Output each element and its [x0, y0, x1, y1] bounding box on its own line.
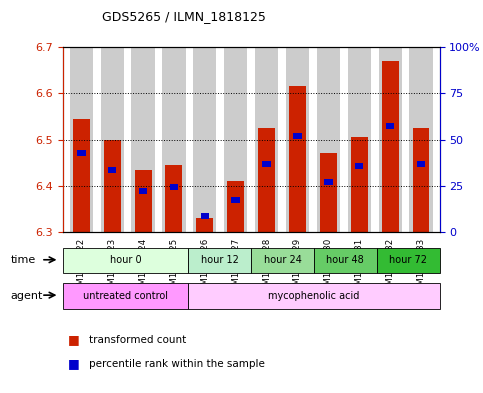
Bar	[412, 128, 429, 232]
Bar	[324, 179, 333, 185]
Bar	[63, 283, 188, 309]
Bar	[224, 47, 247, 232]
Text: ■: ■	[68, 357, 79, 370]
Bar	[320, 153, 337, 232]
Bar	[386, 123, 394, 129]
Bar	[73, 119, 90, 232]
Bar	[162, 47, 185, 232]
Bar	[131, 47, 155, 232]
Bar	[351, 137, 368, 232]
Bar	[104, 140, 121, 232]
Bar	[289, 86, 306, 232]
Bar	[63, 248, 188, 273]
Bar	[410, 47, 433, 232]
Bar	[200, 213, 209, 219]
Text: hour 72: hour 72	[389, 255, 427, 265]
Bar	[108, 167, 116, 173]
Text: mycophenolic acid: mycophenolic acid	[268, 291, 360, 301]
Bar	[170, 184, 178, 189]
Bar	[135, 169, 152, 232]
Bar	[382, 61, 398, 232]
Text: agent: agent	[11, 290, 43, 301]
Bar	[417, 160, 425, 167]
Bar	[70, 47, 93, 232]
Bar	[166, 165, 183, 232]
Bar	[314, 248, 377, 273]
Bar	[258, 128, 275, 232]
Bar	[293, 133, 302, 139]
Bar	[231, 196, 240, 202]
Text: time: time	[11, 255, 36, 265]
Text: GDS5265 / ILMN_1818125: GDS5265 / ILMN_1818125	[101, 10, 266, 23]
Bar	[197, 218, 213, 232]
Bar	[227, 181, 244, 232]
Text: hour 24: hour 24	[264, 255, 301, 265]
Text: untreated control: untreated control	[83, 291, 168, 301]
Bar	[188, 248, 251, 273]
Bar	[100, 47, 124, 232]
Bar	[193, 47, 216, 232]
Bar	[355, 163, 364, 169]
Text: hour 12: hour 12	[201, 255, 239, 265]
Bar	[262, 160, 271, 167]
Bar	[377, 248, 440, 273]
Text: transformed count: transformed count	[89, 335, 186, 345]
Bar	[348, 47, 371, 232]
Text: hour 48: hour 48	[327, 255, 364, 265]
Bar	[77, 151, 85, 156]
Bar	[251, 248, 314, 273]
Text: hour 0: hour 0	[110, 255, 142, 265]
Text: ■: ■	[68, 333, 79, 347]
Bar	[379, 47, 402, 232]
Bar	[188, 283, 440, 309]
Bar	[317, 47, 340, 232]
Bar	[139, 188, 147, 194]
Bar	[286, 47, 309, 232]
Bar	[255, 47, 278, 232]
Text: percentile rank within the sample: percentile rank within the sample	[89, 358, 265, 369]
